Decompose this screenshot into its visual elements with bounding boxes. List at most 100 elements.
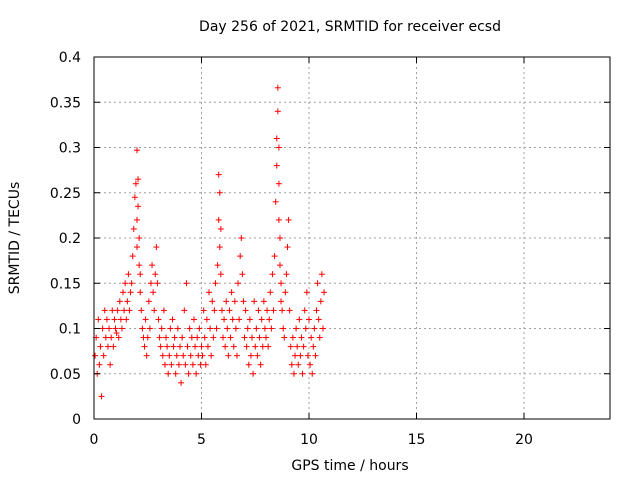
data-point [134, 147, 140, 154]
data-point [294, 343, 301, 350]
data-point [167, 325, 174, 332]
data-point [173, 352, 180, 359]
data-point [177, 343, 183, 350]
data-point [236, 316, 243, 323]
data-point [209, 298, 216, 305]
data-point [269, 271, 276, 278]
data-point [288, 361, 295, 368]
x-tick-label: 5 [197, 432, 206, 448]
data-point [122, 280, 129, 287]
data-point [111, 316, 118, 323]
data-point [186, 325, 193, 332]
data-point [141, 343, 148, 350]
data-point [256, 334, 263, 341]
data-point [174, 325, 181, 332]
data-point [295, 361, 302, 368]
x-tick-label: 0 [90, 432, 99, 448]
y-tick-label: 0.3 [59, 141, 81, 157]
data-point [134, 244, 140, 251]
y-tick-label: 0.1 [59, 322, 81, 338]
data-point [278, 280, 285, 287]
data-point [249, 334, 256, 341]
data-point [314, 280, 321, 287]
data-point [204, 343, 211, 350]
data-point [220, 334, 226, 341]
data-point [237, 253, 244, 260]
data-point [280, 325, 287, 332]
data-point [271, 253, 278, 260]
y-tick-label: 0.2 [59, 231, 81, 247]
data-point [301, 307, 308, 314]
data-point [152, 271, 159, 278]
data-point [206, 289, 213, 296]
data-point [135, 203, 142, 210]
data-point [156, 334, 163, 341]
data-point [190, 316, 197, 323]
data-point [239, 271, 246, 278]
data-point [273, 135, 280, 142]
data-point [145, 298, 152, 305]
data-point [230, 343, 237, 350]
data-point [309, 370, 316, 377]
data-point [270, 307, 277, 314]
data-point [247, 352, 254, 359]
data-point [306, 316, 312, 323]
data-point [121, 307, 128, 314]
data-point [250, 370, 257, 377]
data-point [273, 162, 280, 169]
data-point [130, 225, 137, 232]
data-point [136, 262, 143, 269]
data-point [157, 343, 164, 350]
data-point [227, 334, 234, 341]
data-point [315, 316, 322, 323]
data-point [132, 180, 139, 187]
data-point [137, 289, 144, 296]
data-points [92, 84, 328, 400]
data-point [274, 108, 281, 115]
data-point [106, 325, 113, 332]
data-point [192, 343, 199, 350]
data-point [135, 176, 142, 183]
data-point [232, 325, 239, 332]
data-point [201, 334, 208, 341]
data-point [178, 379, 185, 386]
data-point [131, 194, 138, 201]
data-point [188, 334, 195, 341]
data-point [265, 343, 272, 350]
data-point [297, 352, 304, 359]
data-point [267, 289, 274, 296]
data-point [228, 289, 235, 296]
data-point [224, 325, 231, 332]
data-point [108, 334, 115, 341]
data-point [117, 316, 124, 323]
y-tick-label: 0.05 [50, 367, 81, 383]
data-point [170, 343, 177, 350]
data-point [109, 307, 116, 314]
data-point [255, 307, 262, 314]
data-point [100, 352, 107, 359]
x-tick-label: 10 [300, 432, 318, 448]
data-point [172, 370, 179, 377]
data-point [264, 307, 271, 314]
data-point [199, 352, 206, 359]
data-point [287, 343, 294, 350]
data-point [218, 307, 225, 314]
data-point [216, 244, 223, 251]
data-point [189, 361, 196, 368]
data-point [245, 361, 252, 368]
data-point [319, 325, 326, 332]
data-point [164, 343, 171, 350]
data-point [257, 361, 264, 368]
data-point [321, 289, 328, 296]
data-point [244, 325, 251, 332]
data-point [149, 262, 156, 269]
data-point [181, 307, 188, 314]
data-point [258, 316, 265, 323]
data-point [275, 180, 282, 187]
data-point [171, 334, 178, 341]
data-point [243, 343, 250, 350]
data-point [217, 271, 224, 278]
data-point [101, 307, 108, 314]
data-point [276, 235, 283, 241]
